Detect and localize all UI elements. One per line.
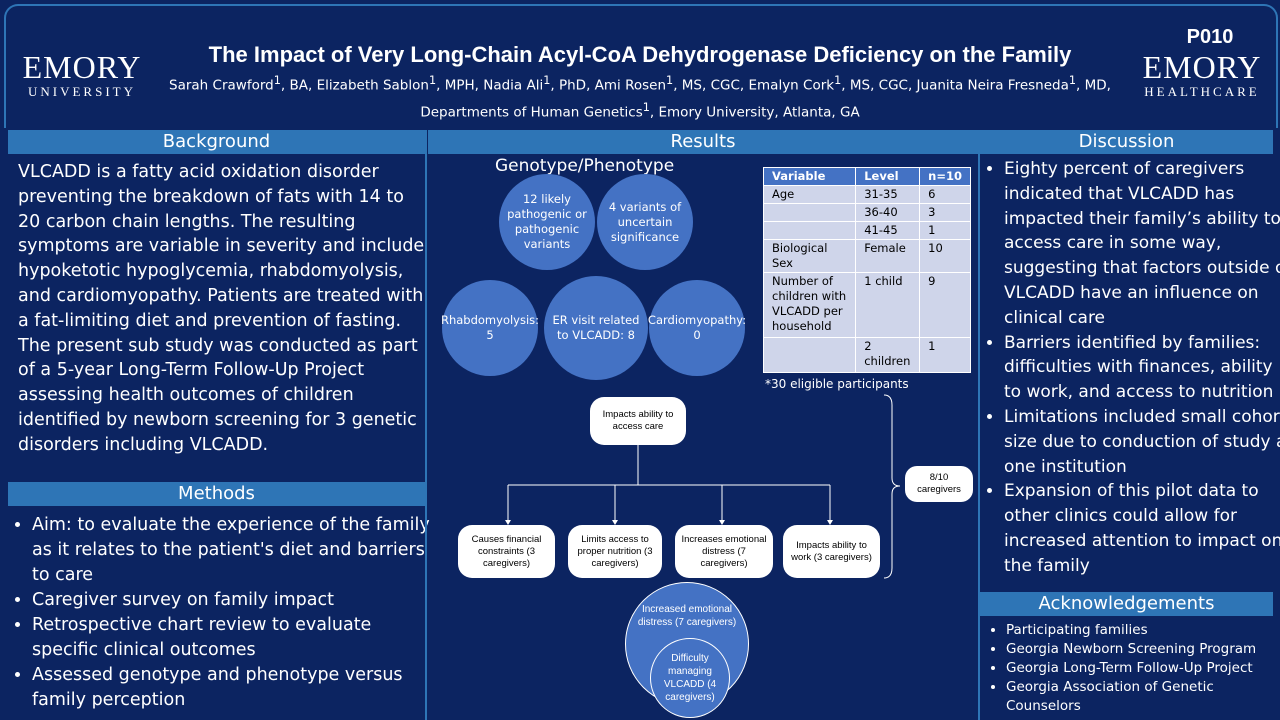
circle: Cardiomyopathy: 0 — [648, 280, 746, 376]
author-suffix: , MPH, — [436, 77, 484, 94]
section-heading: Background — [8, 130, 425, 154]
table-row: 2 children 1 — [762, 337, 971, 373]
section-heading: Acknowledgements — [980, 592, 1273, 616]
table-cell: Number of children with VLCADD per house… — [762, 272, 857, 338]
flow-side-box: 8/10 caregivers — [905, 466, 973, 502]
author-suffix: , MD, — [1076, 77, 1111, 94]
affiliation-mark: 1 — [1068, 74, 1077, 87]
demographics-table: Variable Level n=10 Age 31-35 6 36-40 3 41-45 1 Bi… — [762, 167, 971, 373]
bullet: Caregiver survey on family impact — [32, 588, 432, 613]
title: The Impact of Very Long-Chain Acyl-CoA D… — [208, 42, 1072, 67]
circle: 4 variants of uncertain significance — [597, 174, 693, 270]
bullet: Retrospective chart review to evaluate s… — [32, 613, 432, 663]
author-name: Ami Rosen — [594, 77, 667, 94]
table-cell: 36-40 — [855, 203, 921, 222]
author-suffix: , MS, CGC, — [841, 77, 917, 94]
table-note: *30 eligible participants — [765, 377, 909, 391]
author-name: Sarah Crawford — [169, 77, 274, 94]
table-row: Biological Sex Female 10 — [762, 239, 971, 273]
author-name: Juanita Neira Fresneda — [916, 77, 1069, 94]
logo-subtext: UNIVERSITY — [28, 84, 136, 99]
bullet: Georgia Association of Genetic Counselor… — [1006, 678, 1280, 716]
subheading: Genotype/Phenotype — [495, 156, 675, 176]
bullet: Assessed genotype and phenotype versus f… — [32, 663, 432, 713]
flow-box: Impacts ability to work (3 caregivers) — [783, 525, 880, 578]
bullet: Participating families — [1006, 621, 1280, 640]
poster-id: P010 — [1186, 26, 1234, 48]
circle: 12 likely pathogenic or pathogenic varia… — [499, 174, 595, 270]
table-cell: 3 — [919, 203, 971, 222]
logo-left: EMORY UNIVERSITY — [22, 50, 142, 100]
arrowheads — [505, 520, 833, 525]
table-cell: Age — [762, 185, 857, 204]
flow-box: Limits access to proper nutrition (3 car… — [568, 525, 662, 578]
logo-text: EMORY — [1142, 49, 1262, 85]
table-cell: Female — [855, 239, 921, 273]
affiliation-mark: 1 — [834, 74, 842, 87]
circle: ER visit related to VLCADD: 8 — [544, 276, 648, 380]
authors: Sarah Crawford1, BA, Elizabeth Sablon1, … — [145, 70, 1135, 123]
circle: Rhabdomyolysis: 5 — [441, 280, 539, 376]
table-row: Age 31-35 6 — [762, 185, 971, 204]
ack-list: Participating families Georgia Newborn S… — [988, 621, 1280, 716]
bullet: Georgia Newborn Screening Program — [1006, 640, 1280, 659]
table-cell: 41-45 — [855, 221, 921, 240]
brace — [883, 394, 901, 579]
affiliation-mark: 1 — [428, 74, 437, 87]
table-cell: Biological Sex — [762, 239, 857, 273]
affiliation-mark: 1 — [666, 74, 674, 87]
section-heading: Methods — [8, 482, 425, 506]
bullet: Georgia Long-Term Follow-Up Project — [1006, 659, 1280, 678]
flow-box: Causes financial constraints (3 caregive… — [458, 525, 555, 578]
author-name: Nadia Ali — [483, 77, 544, 94]
affiliation-mark: 1 — [543, 74, 551, 87]
affiliation-mark: 1 — [273, 74, 281, 87]
bullet: Aim: to evaluate the experience of the f… — [32, 513, 432, 588]
author-suffix: , MS, CGC, — [673, 77, 749, 94]
divider — [978, 130, 980, 720]
table-cell — [762, 337, 857, 373]
methods-list: Aim: to evaluate the experience of the f… — [14, 513, 432, 713]
bullet: Eighty percent of caregivers indicated t… — [1004, 157, 1280, 331]
connector — [507, 445, 831, 522]
table-cell: 31-35 — [855, 185, 921, 204]
author-suffix: , BA, — [280, 77, 317, 94]
outer-circle: Increased emotional distress (7 caregive… — [625, 582, 749, 718]
discussion-list: Eighty percent of caregivers indicated t… — [986, 157, 1280, 579]
section-heading: Results — [428, 130, 978, 154]
table-cell: 2 children — [855, 337, 921, 373]
table-row: 36-40 3 — [762, 203, 971, 222]
bullet: Barriers identified by families: difficu… — [1004, 331, 1280, 405]
bullet: Expansion of this pilot data to other cl… — [1004, 479, 1280, 578]
table-header-cell: n=10 — [919, 167, 971, 186]
circle-label: Increased emotional distress (7 caregive… — [637, 604, 737, 628]
table-cell: 6 — [919, 185, 971, 204]
flow-box: Increases emotional distress (7 caregive… — [675, 525, 773, 578]
section-heading: Discussion — [980, 130, 1273, 154]
logo-subtext: HEALTHCARE — [1144, 84, 1260, 99]
table-header-cell: Variable — [762, 167, 857, 186]
bullet: Limitations included small cohort size d… — [1004, 405, 1280, 479]
header-frame — [4, 4, 1278, 128]
author-suffix: , Emory University, Atlanta, GA — [649, 104, 860, 120]
inner-circle: Difficulty managing VLCADD (4 caregivers… — [650, 638, 730, 718]
divider — [425, 130, 427, 720]
author-name: Emalyn Cork — [748, 77, 835, 94]
logo-right: EMORY HEALTHCARE — [1142, 50, 1262, 100]
table-cell: 1 child — [855, 272, 921, 338]
author-name: Elizabeth Sablon — [316, 77, 429, 94]
flow-box: Impacts ability to access care — [590, 397, 686, 445]
table-cell — [762, 221, 857, 240]
author-suffix: , PhD, — [550, 77, 595, 94]
table-cell: 1 — [919, 337, 971, 373]
table-row: 41-45 1 — [762, 221, 971, 240]
background-text: VLCADD is a fatty acid oxidation disorde… — [18, 162, 425, 455]
author-name: Departments of Human Genetics — [420, 104, 643, 120]
logo-text: EMORY — [22, 49, 142, 85]
affiliation-mark: 1 — [642, 100, 650, 114]
table-cell: 10 — [919, 239, 971, 273]
table-cell — [762, 203, 857, 222]
